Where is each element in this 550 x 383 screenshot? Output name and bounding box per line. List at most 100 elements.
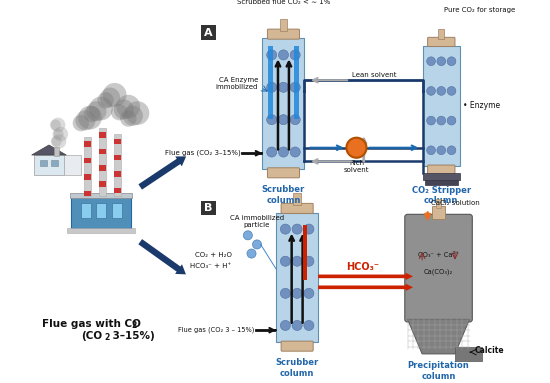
Circle shape <box>247 249 256 258</box>
Bar <box>432 206 445 219</box>
Circle shape <box>280 224 290 234</box>
Bar <box>425 180 458 185</box>
Text: Calcite: Calcite <box>474 346 504 355</box>
Circle shape <box>304 288 314 298</box>
Circle shape <box>304 321 314 331</box>
Circle shape <box>243 231 252 240</box>
Text: HCO₃⁻ + H⁺: HCO₃⁻ + H⁺ <box>190 264 232 269</box>
Text: CO₃⁻ + Ca²⁺: CO₃⁻ + Ca²⁺ <box>418 252 459 259</box>
Bar <box>72 196 131 228</box>
Bar <box>67 228 135 232</box>
FancyBboxPatch shape <box>281 341 313 351</box>
FancyArrow shape <box>139 239 186 274</box>
Circle shape <box>125 101 150 125</box>
Bar <box>114 172 121 177</box>
Text: 3–15%): 3–15%) <box>109 331 155 341</box>
Circle shape <box>120 110 136 127</box>
Text: CaCl₂ solution: CaCl₂ solution <box>431 200 480 206</box>
FancyArrow shape <box>318 284 413 291</box>
Bar <box>99 165 107 170</box>
Circle shape <box>304 224 314 234</box>
Circle shape <box>437 57 446 65</box>
Text: 2: 2 <box>104 333 110 342</box>
Circle shape <box>437 87 446 95</box>
FancyBboxPatch shape <box>281 203 313 213</box>
Circle shape <box>111 104 128 120</box>
Circle shape <box>290 82 300 92</box>
Bar <box>112 203 122 218</box>
Circle shape <box>447 87 456 95</box>
Circle shape <box>346 137 366 158</box>
Circle shape <box>290 147 300 157</box>
Text: Lean solvent: Lean solvent <box>352 72 397 79</box>
Text: 2: 2 <box>131 321 136 330</box>
Polygon shape <box>408 319 470 354</box>
Bar <box>99 132 107 137</box>
FancyBboxPatch shape <box>427 165 455 174</box>
Circle shape <box>278 82 289 92</box>
Bar <box>423 173 460 180</box>
Circle shape <box>73 115 89 131</box>
Bar <box>114 139 121 144</box>
Bar <box>84 174 91 180</box>
Circle shape <box>278 115 289 125</box>
Bar <box>276 213 318 342</box>
Bar <box>423 46 460 166</box>
Circle shape <box>53 127 68 141</box>
Bar <box>201 201 216 215</box>
Circle shape <box>292 224 302 234</box>
Bar <box>99 128 107 196</box>
Bar <box>99 182 107 187</box>
FancyArrow shape <box>139 156 186 190</box>
Bar <box>294 193 301 205</box>
Circle shape <box>292 288 302 298</box>
Text: Scrubber
column: Scrubber column <box>262 185 305 205</box>
Bar <box>262 38 305 169</box>
Circle shape <box>427 146 436 155</box>
Circle shape <box>447 146 456 155</box>
Bar <box>114 134 121 196</box>
Circle shape <box>280 321 290 331</box>
FancyBboxPatch shape <box>427 37 455 46</box>
Bar <box>294 46 299 118</box>
Bar <box>35 155 64 175</box>
Text: B: B <box>205 203 213 213</box>
Circle shape <box>278 147 289 157</box>
Circle shape <box>437 146 446 155</box>
Text: Flue gas (CO₂ 3–15%): Flue gas (CO₂ 3–15%) <box>165 150 240 156</box>
Circle shape <box>290 50 300 60</box>
Bar <box>54 147 59 156</box>
Circle shape <box>267 115 277 125</box>
Bar <box>84 158 91 163</box>
Bar <box>114 188 121 193</box>
Circle shape <box>292 256 302 266</box>
FancyBboxPatch shape <box>267 29 299 39</box>
Circle shape <box>52 134 67 149</box>
Circle shape <box>53 129 64 139</box>
Circle shape <box>84 106 100 122</box>
Bar <box>436 199 441 208</box>
Circle shape <box>117 95 140 118</box>
Circle shape <box>304 256 314 266</box>
Circle shape <box>280 288 290 298</box>
Circle shape <box>97 92 114 108</box>
FancyBboxPatch shape <box>405 214 472 322</box>
Text: Rich
solvent: Rich solvent <box>344 160 369 173</box>
Circle shape <box>51 118 65 132</box>
Circle shape <box>252 240 262 249</box>
Circle shape <box>78 106 102 129</box>
Bar <box>455 347 482 361</box>
Bar <box>280 19 287 31</box>
Bar <box>40 160 47 166</box>
Polygon shape <box>32 145 67 155</box>
Bar <box>84 191 91 196</box>
Bar <box>84 137 91 196</box>
Circle shape <box>427 116 436 125</box>
Text: CO₂ Stripper
column: CO₂ Stripper column <box>412 186 471 205</box>
FancyBboxPatch shape <box>267 168 299 178</box>
Circle shape <box>89 97 113 120</box>
Text: Flue gas (CO₂ 3 – 15%): Flue gas (CO₂ 3 – 15%) <box>178 327 254 334</box>
Bar <box>438 29 444 39</box>
Text: Precipitation
column: Precipitation column <box>408 361 470 381</box>
Circle shape <box>427 87 436 95</box>
